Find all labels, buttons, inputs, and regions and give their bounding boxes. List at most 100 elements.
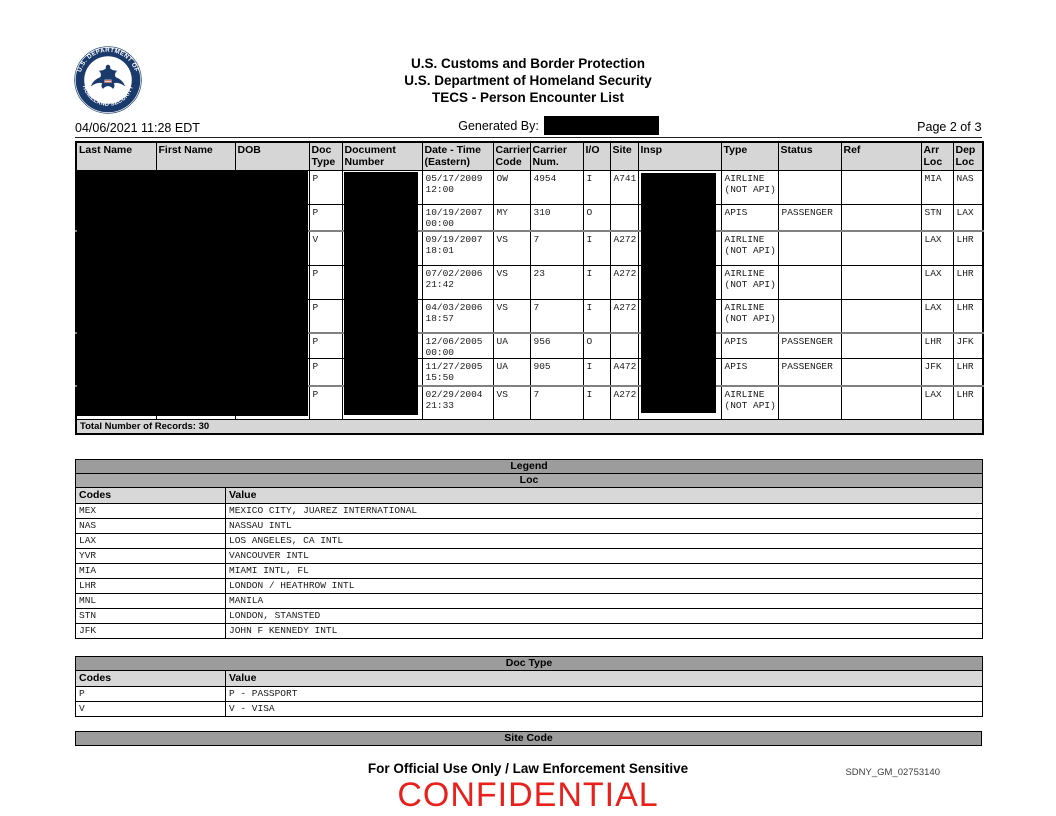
cell-carrier-code: VS: [492, 298, 531, 334]
cell-date-time: 07/02/2006 21:42: [421, 264, 494, 300]
col-header-site: Site: [609, 141, 639, 171]
doc-type-code: P: [75, 686, 226, 702]
loc-value: MEXICO CITY, JUAREZ INTERNATIONAL: [225, 503, 983, 519]
cell-io: O: [582, 332, 611, 359]
loc-code: JFK: [75, 623, 226, 639]
cell-dep-loc: LHR: [952, 230, 984, 266]
cell-date-time: 10/19/2007 00:00: [421, 203, 494, 232]
cell-site: A472: [609, 358, 639, 386]
legend-title: Legend: [75, 459, 983, 474]
department-title: U.S. Department of Homeland Security: [404, 73, 652, 88]
cell-doc-type: P: [308, 298, 343, 334]
loc-code: YVR: [75, 548, 226, 564]
cell-ref: [840, 332, 922, 359]
time-line: 18:01: [425, 245, 455, 256]
cell-date-time: 05/17/2009 12:00: [421, 169, 494, 205]
loc-value: LONDON, STANSTED: [225, 608, 983, 624]
doc-type-value-header: Value: [224, 670, 984, 687]
col-header-ref: Ref: [840, 141, 922, 171]
cell-io: O: [582, 203, 611, 232]
loc-code: MNL: [75, 593, 226, 609]
doc-type-codes-header: Codes: [75, 670, 226, 687]
loc-code: LHR: [75, 578, 226, 594]
cell-type: AIRLINE (NOT API): [720, 264, 779, 300]
redaction-name-dob: [77, 170, 308, 416]
cell-site: [609, 332, 639, 359]
site-code-table: Site Code: [75, 731, 982, 746]
cell-dep-loc: NAS: [952, 169, 984, 205]
cell-ref: [840, 298, 922, 334]
loc-code: MEX: [75, 503, 226, 519]
cell-dep-loc: LHR: [952, 298, 984, 334]
col-header-dep-loc: Dep Loc: [952, 141, 984, 171]
doc-type-row: V V - VISA: [75, 701, 984, 717]
cell-arr-loc: LHR: [920, 332, 954, 359]
cell-site: A272: [609, 298, 639, 334]
cell-io: I: [582, 384, 611, 420]
dhs-seal-icon: U.S. DEPARTMENT OF HOMELAND SECURITY: [74, 46, 142, 114]
loc-value: JOHN F KENNEDY INTL: [225, 623, 983, 639]
loc-row: YVR VANCOUVER INTL: [75, 548, 983, 564]
generated-timestamp: 04/06/2021 11:28 EDT: [75, 121, 200, 135]
cell-doc-type: P: [308, 169, 343, 205]
report-title-block: U.S. Customs and Border Protection U.S. …: [0, 0, 1056, 106]
cell-io: I: [582, 264, 611, 300]
cell-arr-loc: MIA: [920, 169, 954, 205]
loc-value: MANILA: [225, 593, 983, 609]
cell-carrier-num: 310: [529, 203, 584, 232]
redaction-document-number: [344, 172, 418, 415]
cell-doc-type: P: [308, 384, 343, 420]
cell-carrier-num: 7: [529, 298, 584, 334]
cell-doc-type: P: [308, 264, 343, 300]
meta-line: 04/06/2021 11:28 EDT Generated By: Page …: [75, 116, 982, 138]
loc-row: LAX LOS ANGELES, CA INTL: [75, 533, 983, 549]
redaction-insp: [641, 173, 716, 413]
loc-code: MIA: [75, 563, 226, 579]
cell-carrier-code: VS: [492, 264, 531, 300]
col-header-doc-type: Doc Type: [308, 141, 343, 171]
cell-status: PASSENGER: [777, 358, 842, 386]
cell-type: AIRLINE (NOT API): [720, 384, 779, 420]
col-header-document-number: Document Number: [341, 141, 423, 171]
cell-doc-type: V: [308, 230, 343, 266]
cell-carrier-num: 4954: [529, 169, 584, 205]
cell-site: A272: [609, 230, 639, 266]
col-header-insp: Insp: [637, 141, 722, 171]
cell-carrier-code: VS: [492, 230, 531, 266]
cell-ref: [840, 264, 922, 300]
cell-site: A272: [609, 384, 639, 420]
loc-row: JFK JOHN F KENNEDY INTL: [75, 623, 983, 639]
cell-carrier-code: VS: [492, 384, 531, 420]
page-label: Page 2 of: [917, 120, 971, 134]
confidential-stamp: CONFIDENTIAL: [397, 776, 659, 814]
doc-type-title-bar: Doc Type: [74, 656, 984, 671]
cell-date-time: 09/19/2007 18:01: [421, 230, 494, 266]
doc-type-code: V: [75, 701, 226, 717]
time-line: 12:00: [425, 183, 455, 195]
col-header-dob: DOB: [234, 141, 310, 171]
col-header-status: Status: [777, 141, 842, 171]
encounter-table-wrap: Last Name First Name DOB Doc Type Docume…: [75, 141, 984, 435]
cell-status: [777, 230, 842, 266]
cell-date-time: 11/27/2005 15:50: [421, 358, 494, 386]
loc-row: MIA MIAMI INTL, FL: [75, 563, 983, 579]
header-row: Last Name First Name DOB Doc Type Docume…: [75, 141, 984, 171]
time-line: 21:42: [425, 278, 455, 290]
doc-type-row: P P - PASSPORT: [75, 686, 984, 702]
cell-ref: [840, 169, 922, 205]
eagle-icon: [91, 64, 125, 89]
cell-status: PASSENGER: [777, 203, 842, 232]
cell-carrier-code: UA: [492, 358, 531, 386]
dhs-seal-logo: U.S. DEPARTMENT OF HOMELAND SECURITY: [74, 46, 142, 119]
loc-value: LOS ANGELES, CA INTL: [225, 533, 983, 549]
date-line: 11/27/2005: [425, 361, 483, 372]
doc-type-column-headers: Codes Value: [75, 670, 984, 687]
loc-row: STN LONDON, STANSTED: [75, 608, 983, 624]
cell-carrier-num: 23: [529, 264, 584, 300]
date-line: 09/19/2007: [425, 234, 483, 245]
cell-doc-type: P: [308, 332, 343, 359]
cell-ref: [840, 384, 922, 420]
page-indicator: Page 2 of 3: [917, 120, 982, 135]
cell-status: PASSENGER: [777, 332, 842, 359]
